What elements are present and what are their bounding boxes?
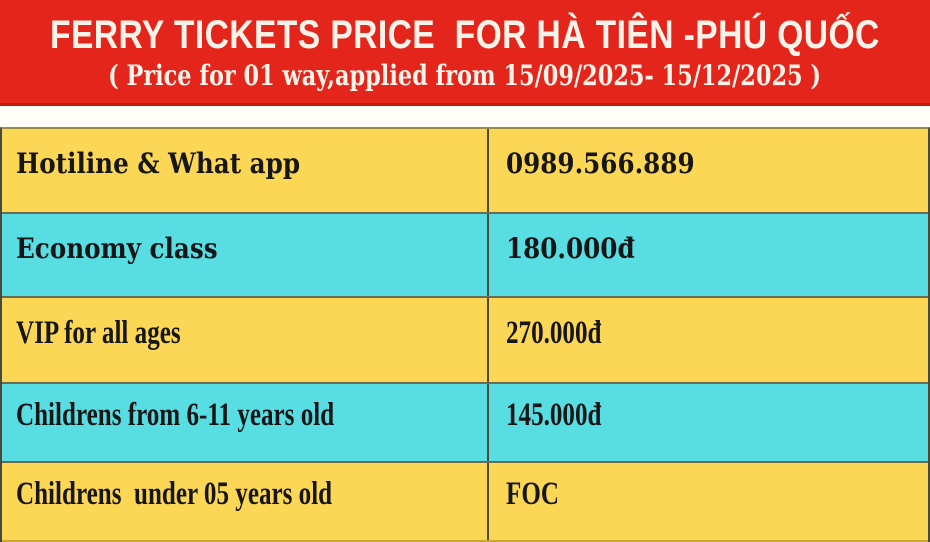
fare-value: 0989.566.889 — [506, 147, 695, 180]
table-row-children-under-5: Childrens under 05 years old FOC — [2, 463, 928, 542]
fare-value-cell: 145.000đ — [489, 384, 928, 461]
fare-value: 270.000đ — [506, 314, 602, 351]
fare-label-cell: Childrens under 05 years old — [2, 463, 489, 540]
table-row-economy: Economy class 180.000đ — [2, 214, 928, 298]
fare-label-cell: Hotiline & What app — [2, 129, 489, 212]
fare-label: Hotiline & What app — [16, 147, 301, 180]
table-row-children-6-11: Childrens from 6-11 years old 145.000đ — [2, 384, 928, 463]
fare-value-cell: 270.000đ — [489, 298, 928, 382]
header-gap — [0, 106, 930, 127]
fare-value: 180.000đ — [506, 231, 635, 265]
fare-value-cell: FOC — [489, 463, 928, 540]
fare-value: FOC — [506, 476, 559, 512]
header-banner: FERRY TICKETS PRICE FOR HÀ TIÊN -PHÚ QUỐ… — [0, 0, 930, 106]
poster-title: FERRY TICKETS PRICE FOR HÀ TIÊN -PHÚ QUỐ… — [50, 12, 880, 57]
fare-label-cell: VIP for all ages — [2, 298, 489, 382]
poster-subtitle: ( Price for 01 way,applied from 15/09/20… — [108, 58, 822, 92]
fare-label: Economy class — [16, 231, 218, 265]
fare-label-cell: Childrens from 6-11 years old — [2, 384, 489, 461]
table-row-vip: VIP for all ages 270.000đ — [2, 298, 928, 384]
fare-label: Childrens under 05 years old — [16, 476, 333, 512]
fare-label: VIP for all ages — [16, 314, 181, 351]
fare-label: Childrens from 6-11 years old — [16, 397, 335, 433]
table-row-hotline: Hotiline & What app 0989.566.889 — [2, 129, 928, 214]
fare-value-cell: 0989.566.889 — [489, 129, 928, 212]
fare-value-cell: 180.000đ — [489, 214, 928, 296]
fare-label-cell: Economy class — [2, 214, 489, 296]
price-table: Hotiline & What app 0989.566.889 Economy… — [0, 127, 930, 542]
fare-value: 145.000đ — [506, 397, 602, 433]
